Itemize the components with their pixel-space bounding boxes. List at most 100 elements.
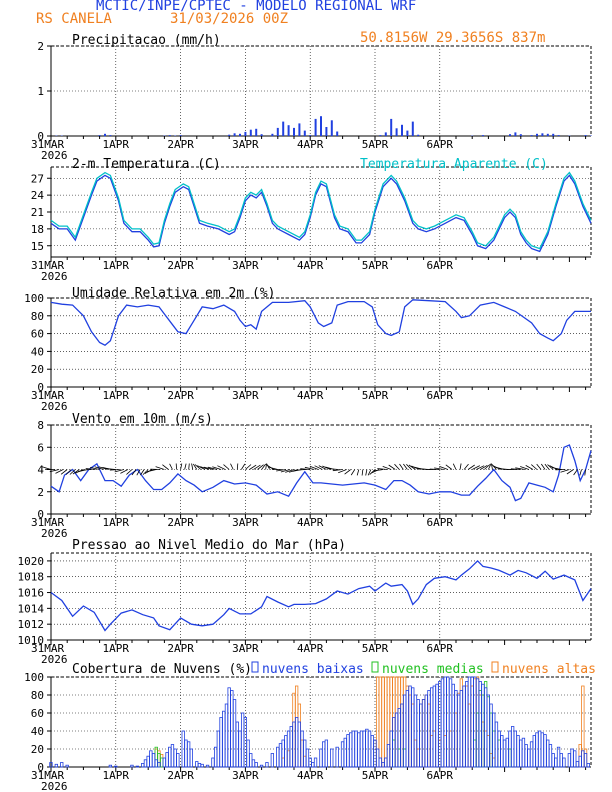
legend-swatch: [251, 661, 259, 673]
wind-vector: [584, 469, 586, 476]
cloud-bar-low: [265, 762, 269, 768]
y-tick-label: 1018: [18, 571, 45, 584]
cloud-bar-low: [411, 687, 415, 768]
cloud-bar-low: [154, 759, 158, 768]
wind-vector: [55, 469, 64, 474]
cloud-bar-low: [311, 762, 315, 768]
wind-vector: [382, 466, 392, 470]
x-tick-label: 4APR: [297, 389, 324, 402]
cloud-bar-low: [143, 759, 148, 768]
wind-vector: [212, 466, 222, 470]
panel-rh: [47, 297, 592, 392]
y-tick-label: 60: [31, 328, 44, 341]
cloud-bar-low: [294, 717, 299, 768]
wind-vector: [394, 463, 400, 470]
y-tick-label: 20: [31, 743, 44, 756]
cloud-bar-low: [259, 764, 264, 768]
cloud-bar-low: [351, 730, 356, 768]
wind-vector: [280, 469, 291, 473]
y-tick-label: 24: [31, 189, 45, 202]
wind-vector: [126, 469, 133, 475]
wind-vector: [142, 469, 149, 475]
precip-bar: [584, 135, 587, 136]
wind-vector: [536, 463, 542, 470]
cloud-bar-low: [60, 762, 64, 768]
x-tick-label: 31MAR: [31, 769, 64, 782]
cloud-bar-low: [335, 746, 339, 768]
cloud-bar-low: [292, 721, 296, 768]
chart-title: Umidade Relativa em 2m (%): [72, 286, 276, 301]
cloud-bar-low: [408, 685, 412, 768]
cloud-bar-low: [195, 761, 199, 768]
x-year-label: 2026: [41, 270, 68, 283]
cloud-bar-low: [475, 678, 480, 768]
wind-vector: [399, 463, 404, 470]
y-tick-label: 100: [24, 292, 44, 305]
x-tick-label: 31MAR: [31, 138, 64, 151]
precip-bar: [530, 135, 533, 136]
x-tick-label: 2APR: [167, 389, 194, 402]
cloud-bar-low: [521, 737, 526, 768]
wind-vector: [344, 469, 351, 475]
cloud-bar-low: [513, 730, 517, 768]
wind-vector: [573, 469, 578, 476]
legend-swatch: [491, 661, 499, 673]
y-tick-label: 1010: [18, 634, 45, 647]
cloud-bar-low: [427, 690, 431, 768]
x-tick-label: 1APR: [103, 138, 130, 151]
cloud-bar-low: [421, 699, 426, 768]
wind-vector: [369, 469, 376, 475]
cloud-bar-low: [527, 748, 531, 768]
cloud-bar-low: [510, 726, 515, 768]
wind-vector: [304, 466, 315, 470]
header-datetime: 31/03/2026 00Z: [170, 11, 289, 27]
x-tick-label: 4APR: [297, 259, 324, 272]
cloud-bar-low: [321, 741, 326, 768]
x-tick-label: 6APR: [427, 259, 454, 272]
y-tick-label: 2: [37, 486, 44, 499]
wind-vector: [105, 468, 116, 470]
cloud-bar-low: [586, 763, 590, 768]
wind-vector: [249, 464, 257, 470]
cloud-bar-low: [246, 739, 250, 768]
y-tick-label: 80: [31, 310, 44, 323]
cloud-bar-low: [529, 741, 534, 768]
x-tick-label: 6APR: [427, 769, 454, 782]
wind-vector: [314, 465, 323, 470]
cloud-bar-low: [389, 730, 393, 768]
precip-bar: [276, 127, 279, 136]
cloud-bar-low: [381, 762, 385, 768]
wind-vector: [367, 469, 372, 476]
y-tick-label: 1020: [18, 555, 45, 568]
wind-vector: [98, 466, 108, 470]
cloud-bar-low: [289, 726, 293, 768]
precip-bar: [336, 131, 339, 136]
wind-vector: [241, 463, 246, 470]
cloud-bar-low: [243, 717, 248, 768]
wind-vector: [547, 464, 554, 470]
precip-bar: [228, 134, 231, 136]
precip-bar: [260, 134, 263, 136]
precip-bar: [509, 134, 511, 136]
x-tick-label: 3APR: [232, 516, 259, 529]
wind-vector: [406, 464, 412, 470]
cloud-bar-low: [543, 734, 547, 768]
cloud-bar-low: [489, 703, 493, 768]
wind-vector: [350, 469, 356, 476]
cloud-bar-low: [519, 739, 523, 768]
cloud-bar-low: [284, 735, 288, 768]
y-tick-label: 0: [37, 761, 44, 774]
x-tick-label: 2APR: [167, 516, 194, 529]
precip-bar: [514, 132, 517, 136]
cloud-bar-low: [157, 762, 161, 768]
x-year-label: 2026: [41, 527, 68, 540]
precip-bar: [557, 135, 560, 136]
precip-bar: [255, 128, 258, 136]
cloud-bar-low: [581, 750, 585, 768]
cloud-bar-low: [276, 746, 280, 768]
cloud-bar-low: [300, 730, 304, 768]
cloud-bar-low: [197, 763, 202, 768]
x-tick-label: 5APR: [362, 138, 389, 151]
cloud-bar-low: [235, 721, 239, 768]
wind-vector: [217, 465, 226, 470]
